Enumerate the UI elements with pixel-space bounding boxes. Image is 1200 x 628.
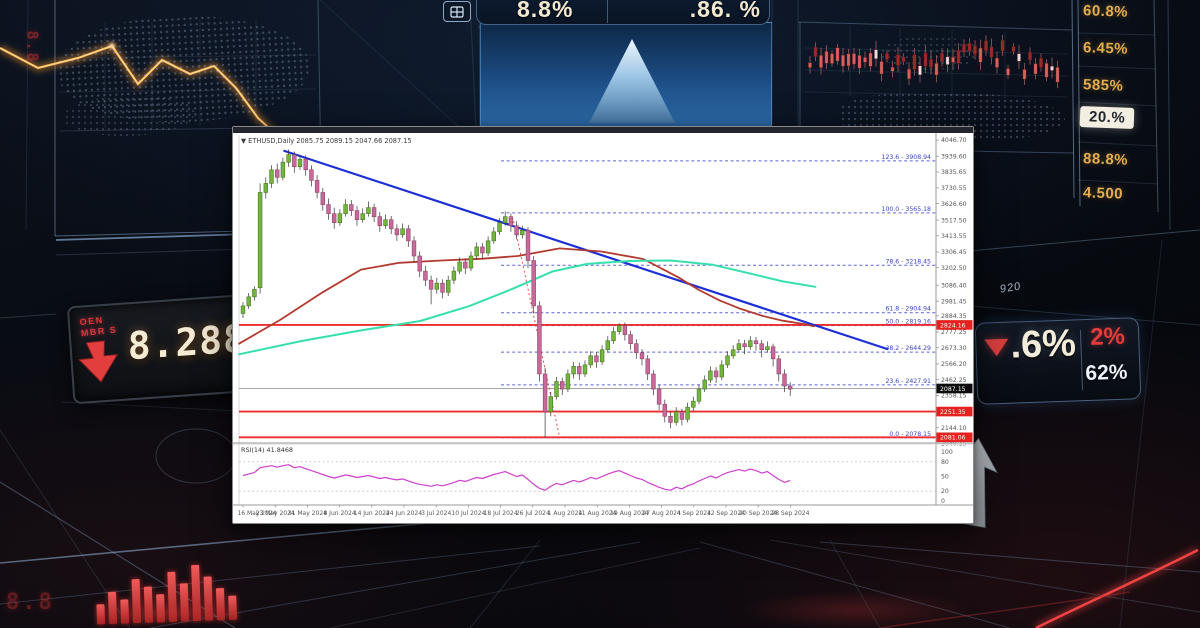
svg-text:2981.45: 2981.45 [941, 298, 967, 305]
svg-text:18 Jul 2024: 18 Jul 2024 [484, 510, 518, 517]
trading-chart-panel[interactable]: 123.6 - 3908.94 100.0 - 3565.18 78.6 - 321… [232, 126, 974, 524]
chart-window-top-border [233, 127, 973, 133]
svg-text:2566.20: 2566.20 [941, 361, 967, 368]
svg-text:24 Jun 2024: 24 Jun 2024 [386, 510, 422, 517]
red-glow [60, 598, 280, 628]
svg-text:19 Aug 2024: 19 Aug 2024 [610, 510, 649, 517]
svg-text:0.0 - 2078.15: 0.0 - 2078.15 [889, 431, 931, 438]
percent-secondary-value: 2% [1089, 322, 1126, 351]
svg-text:100.0 - 3565.18: 100.0 - 3565.18 [882, 206, 932, 213]
svg-text:23.6 - 2427.91: 23.6 - 2427.91 [885, 378, 931, 385]
svg-text:4046.70: 4046.70 [941, 137, 967, 144]
svg-text:2144.10: 2144.10 [941, 425, 967, 432]
grid-icon [443, 1, 471, 22]
svg-text:50.0 - 2819.16: 50.0 - 2819.16 [885, 319, 931, 326]
svg-text:0: 0 [941, 498, 945, 505]
svg-text:38.2 - 2644.29: 38.2 - 2644.29 [885, 345, 931, 352]
svg-text:78.6 - 3218.45: 78.6 - 3218.45 [885, 258, 931, 265]
svg-text:20 Sep 2024: 20 Sep 2024 [739, 510, 777, 517]
down-arrow-icon [77, 340, 119, 383]
svg-text:10 Jul 2024: 10 Jul 2024 [451, 510, 485, 517]
svg-text:3939.60: 3939.60 [941, 153, 967, 160]
svg-text:2462.25: 2462.25 [941, 377, 967, 384]
svg-text:2673.30: 2673.30 [941, 345, 967, 352]
stat-top-left: 8.8% [517, 0, 574, 22]
world-map-dots [64, 96, 194, 136]
led-ticker-panel: OEN MBR S 8.288 [66, 293, 258, 405]
svg-text:23 May 2024: 23 May 2024 [256, 510, 295, 517]
svg-text:2824.16: 2824.16 [940, 322, 966, 329]
percent-tertiary-value: 62% [1085, 360, 1128, 386]
svg-text:50: 50 [941, 474, 949, 481]
svg-text:3086.40: 3086.40 [941, 282, 967, 289]
stat-value: 88.8% [1082, 150, 1129, 169]
led-digits: 8.8 [6, 590, 55, 615]
svg-text:2358.15: 2358.15 [941, 393, 967, 400]
divider [607, 0, 608, 23]
svg-text:2251.35: 2251.35 [940, 409, 966, 416]
pyramid-panel [480, 22, 772, 128]
svg-text:3 Jul 2024: 3 Jul 2024 [421, 510, 451, 517]
svg-text:16 May 2024: 16 May 2024 [237, 510, 276, 517]
svg-text:11 Aug 2024: 11 Aug 2024 [578, 510, 617, 517]
svg-text:61.8 - 2904.94: 61.8 - 2904.94 [885, 306, 931, 313]
svg-text:3413.55: 3413.55 [941, 233, 967, 240]
svg-text:27 Aug 2024: 27 Aug 2024 [642, 510, 681, 517]
svg-text:RSI(14) 41.8468: RSI(14) 41.8468 [241, 446, 293, 454]
svg-text:2777.25: 2777.25 [941, 329, 967, 336]
svg-text:3626.60: 3626.60 [941, 201, 967, 208]
svg-text:3517.50: 3517.50 [941, 217, 967, 224]
divider [1079, 330, 1084, 391]
svg-text:123.6 - 3908.94: 123.6 - 3908.94 [882, 154, 932, 161]
led-value: 8.288 [127, 316, 248, 369]
stat-top-right: .86. % [689, 0, 761, 22]
top-stats-bar: 8.8% .86. % [443, 0, 770, 25]
svg-text:100: 100 [941, 449, 953, 456]
svg-text:2884.35: 2884.35 [941, 313, 967, 320]
svg-text:12 Sep 2024: 12 Sep 2024 [707, 510, 745, 517]
svg-text:8 Jun 2024: 8 Jun 2024 [323, 510, 355, 517]
percent-panel: .6% 2% 62% [974, 317, 1142, 405]
svg-text:80: 80 [941, 459, 949, 466]
pyramid-graphic [589, 39, 675, 123]
svg-text:31 May 2024: 31 May 2024 [288, 510, 327, 517]
svg-text:20: 20 [941, 488, 949, 495]
svg-text:▼ ETHUSD,Daily 2085.75 2089.15: ▼ ETHUSD,Daily 2085.75 2089.15 2047.66 2… [241, 137, 412, 145]
stat-value: 585% [1082, 76, 1124, 95]
stat-value: 4.500 [1082, 184, 1124, 203]
svg-text:1 Aug 2024: 1 Aug 2024 [548, 510, 583, 517]
svg-text:3202.50: 3202.50 [941, 265, 967, 272]
red-glow [690, 582, 1020, 628]
mini-candlestick-chart [808, 35, 1060, 89]
svg-text:4 Sep 2024: 4 Sep 2024 [677, 510, 711, 517]
svg-text:3835.65: 3835.65 [941, 169, 967, 176]
svg-text:3306.45: 3306.45 [941, 249, 967, 256]
svg-text:2087.15: 2087.15 [940, 386, 966, 393]
svg-text:3730.55: 3730.55 [941, 185, 967, 192]
candlestick-chart[interactable]: 123.6 - 3908.94 100.0 - 3565.18 78.6 - 321… [233, 127, 973, 523]
svg-text:14 Jun 2024: 14 Jun 2024 [354, 510, 390, 517]
percent-main-value: .6% [1009, 322, 1077, 367]
stat-value: 6.45% [1082, 39, 1129, 58]
stat-value-highlighted: 20.% [1079, 106, 1135, 129]
led-digits: 8.8 [23, 30, 42, 64]
svg-text:28 Sep 2024: 28 Sep 2024 [771, 510, 809, 517]
down-triangle-icon [984, 338, 1009, 357]
red-bar-chart [95, 563, 239, 626]
svg-text:2081.06: 2081.06 [940, 435, 966, 442]
svg-text:26 Jul 2024: 26 Jul 2024 [516, 510, 550, 517]
stat-value: 60.8% [1082, 2, 1129, 21]
